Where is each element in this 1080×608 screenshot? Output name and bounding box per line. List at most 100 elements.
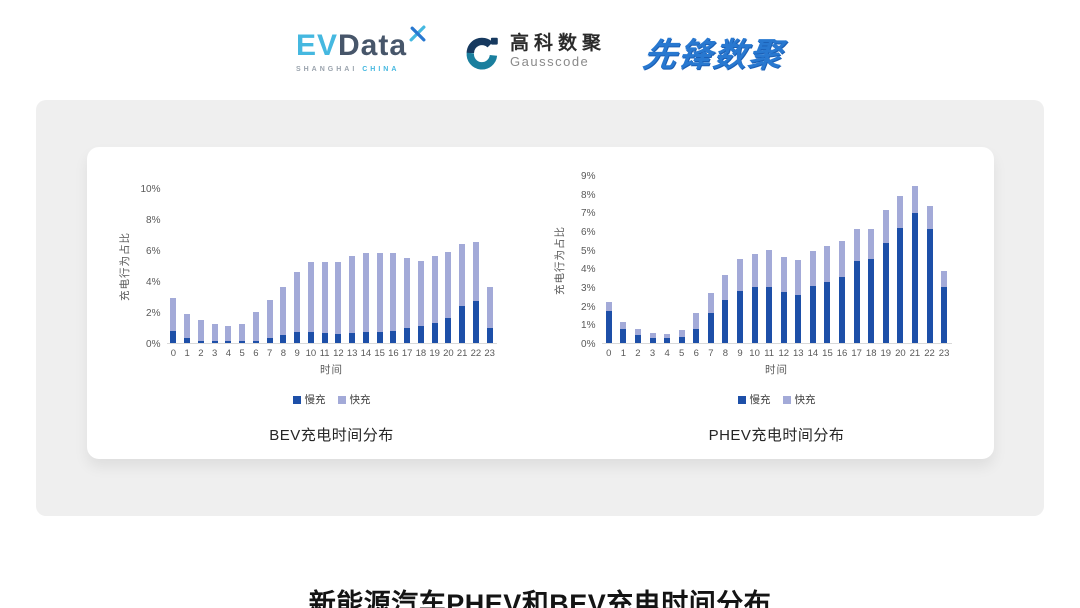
logo-row: EV Data SHANGHAI CHINA 高科数聚 Gausscode 先锋数… <box>0 0 1080 100</box>
x-tick-label: 14 <box>360 348 372 359</box>
charts-panel: 充电行为占比 0% 2% 4% 6% 8% 10% 0 1 2 3 4 5 6 7 8 9 10 11 12 13 1… <box>36 100 1044 516</box>
fast-charge-segment <box>445 251 452 319</box>
bar-hour-11 <box>762 176 777 343</box>
bar-hour-5 <box>674 176 689 343</box>
x-tick-label: 11 <box>764 348 775 359</box>
x-tick-label: 8 <box>722 348 729 359</box>
x-tick-label: 6 <box>253 348 259 359</box>
slow-charge-segment <box>417 325 424 343</box>
bar-hour-20 <box>893 176 908 343</box>
x-tick-label: 10 <box>749 348 760 359</box>
evdata-logo: EV Data SHANGHAI CHINA <box>296 25 426 73</box>
fast-charge-segment <box>376 253 383 333</box>
legend-label-slow: 慢充 <box>749 394 771 406</box>
fast-charge-segment <box>780 257 787 292</box>
y-axis: 0% 1% 2% 3% 4% 5% 6% 7% 8% 9% <box>568 171 602 350</box>
y-tick-label: 8% <box>146 215 161 226</box>
bar-hour-0 <box>167 189 181 343</box>
bar-hour-3 <box>645 176 660 343</box>
slow-charge-segment <box>736 290 743 343</box>
fast-charge-segment <box>280 287 287 336</box>
x-tick-label: 3 <box>649 348 656 359</box>
slow-charge-segment <box>634 334 641 343</box>
fast-charge-segment <box>294 271 301 333</box>
bar-hour-12 <box>776 176 791 343</box>
x-tick-label: 12 <box>333 348 344 359</box>
x-tick-label: 22 <box>470 348 482 359</box>
legend-item-slow: 慢充 <box>292 392 326 407</box>
plot-area <box>166 189 497 344</box>
chart-caption: PHEV充电时间分布 <box>708 427 845 444</box>
y-tick-label: 2% <box>146 308 161 319</box>
y-tick-label: 6% <box>146 246 161 257</box>
x-tick-label: 18 <box>415 348 427 359</box>
x-tick-label: 19 <box>880 348 892 359</box>
x-tick-label: 18 <box>865 348 877 359</box>
fast-charge-segment <box>349 256 356 333</box>
chart-phev-axes: 充电行为占比 0% 1% 2% 3% 4% 5% 6% 7% 8% 9% 0 1 2 3 4 5 6 7 8 9 10… <box>552 171 952 445</box>
x-tick-label: 16 <box>836 348 848 359</box>
slow-charge-segment <box>766 287 773 343</box>
slow-charge-segment <box>184 337 191 343</box>
slow-charge-segment <box>780 291 787 343</box>
y-tick-label: 9% <box>581 171 596 182</box>
legend: 慢充 快充 <box>602 392 952 407</box>
fast-charge-segment <box>486 287 493 328</box>
slow-charge-segment <box>911 213 918 343</box>
fast-charge-segment <box>459 243 466 306</box>
x-tick-label: 2 <box>198 348 204 359</box>
slow-charge-segment <box>307 332 314 343</box>
fast-charge-segment <box>335 262 342 334</box>
slow-charge-segment <box>853 260 860 343</box>
fast-charge-segment <box>941 271 948 287</box>
plot-area <box>601 176 952 344</box>
x-tick-label: 7 <box>708 348 714 359</box>
x-tick-label: 14 <box>807 348 819 359</box>
slow-charge-swatch <box>737 395 746 404</box>
fast-charge-segment <box>649 332 656 339</box>
fast-charge-segment <box>736 259 743 291</box>
slow-charge-segment <box>707 313 714 343</box>
x-tick-label: 17 <box>851 348 862 359</box>
fast-charge-segment <box>678 329 685 338</box>
x-axis-title: 时间 <box>320 364 343 376</box>
bar-hour-22 <box>922 176 937 343</box>
fast-charge-segment <box>722 274 729 301</box>
slow-charge-segment <box>280 335 287 343</box>
fast-charge-segment <box>239 324 246 342</box>
bar-hour-0 <box>602 176 617 343</box>
slow-charge-segment <box>239 341 246 343</box>
y-tick-label: 6% <box>581 227 596 238</box>
slow-charge-segment <box>824 282 831 343</box>
bar-hour-22 <box>469 189 483 343</box>
slow-charge-segment <box>362 332 369 343</box>
chart-phev: 充电行为占比 0% 1% 2% 3% 4% 5% 6% 7% 8% 9% 0 1 2 3 4 5 6 7 8 9 10… <box>552 171 952 445</box>
fast-charge-segment <box>853 229 860 261</box>
x-tick-label: 23 <box>484 348 495 359</box>
x-tick-label: 4 <box>664 348 670 359</box>
evdata-data-text: Data <box>337 29 408 62</box>
slow-charge-segment <box>926 229 933 343</box>
fast-charge-segment <box>307 262 314 333</box>
y-tick-label: 0% <box>581 339 596 350</box>
bar-hour-8 <box>277 189 291 343</box>
fast-charge-segment <box>362 253 369 333</box>
fast-charge-segment <box>211 324 218 342</box>
x-tick-label: 1 <box>184 348 190 359</box>
y-axis-title: 充电行为占比 <box>552 176 568 344</box>
fast-charge-segment <box>911 186 918 214</box>
gausscode-text: 高科数聚 Gausscode <box>510 34 606 70</box>
y-tick-label: 4% <box>581 264 596 276</box>
fast-charge-segment <box>321 262 328 333</box>
y-axis-title-text: 充电行为占比 <box>554 225 566 295</box>
y-tick-label: 2% <box>581 301 596 313</box>
xianfeng-shuju-logo: 先锋数聚 <box>641 36 787 73</box>
x-tick-label: 20 <box>895 348 906 359</box>
slow-charge-segment <box>170 331 177 343</box>
evdata-wordmark: EV Data <box>296 25 426 62</box>
x-tick-label: 21 <box>456 348 468 359</box>
bar-hour-23 <box>483 189 497 343</box>
fast-charge-segment <box>605 302 612 312</box>
bar-hour-8 <box>718 176 733 343</box>
fast-charge-segment <box>766 249 773 287</box>
